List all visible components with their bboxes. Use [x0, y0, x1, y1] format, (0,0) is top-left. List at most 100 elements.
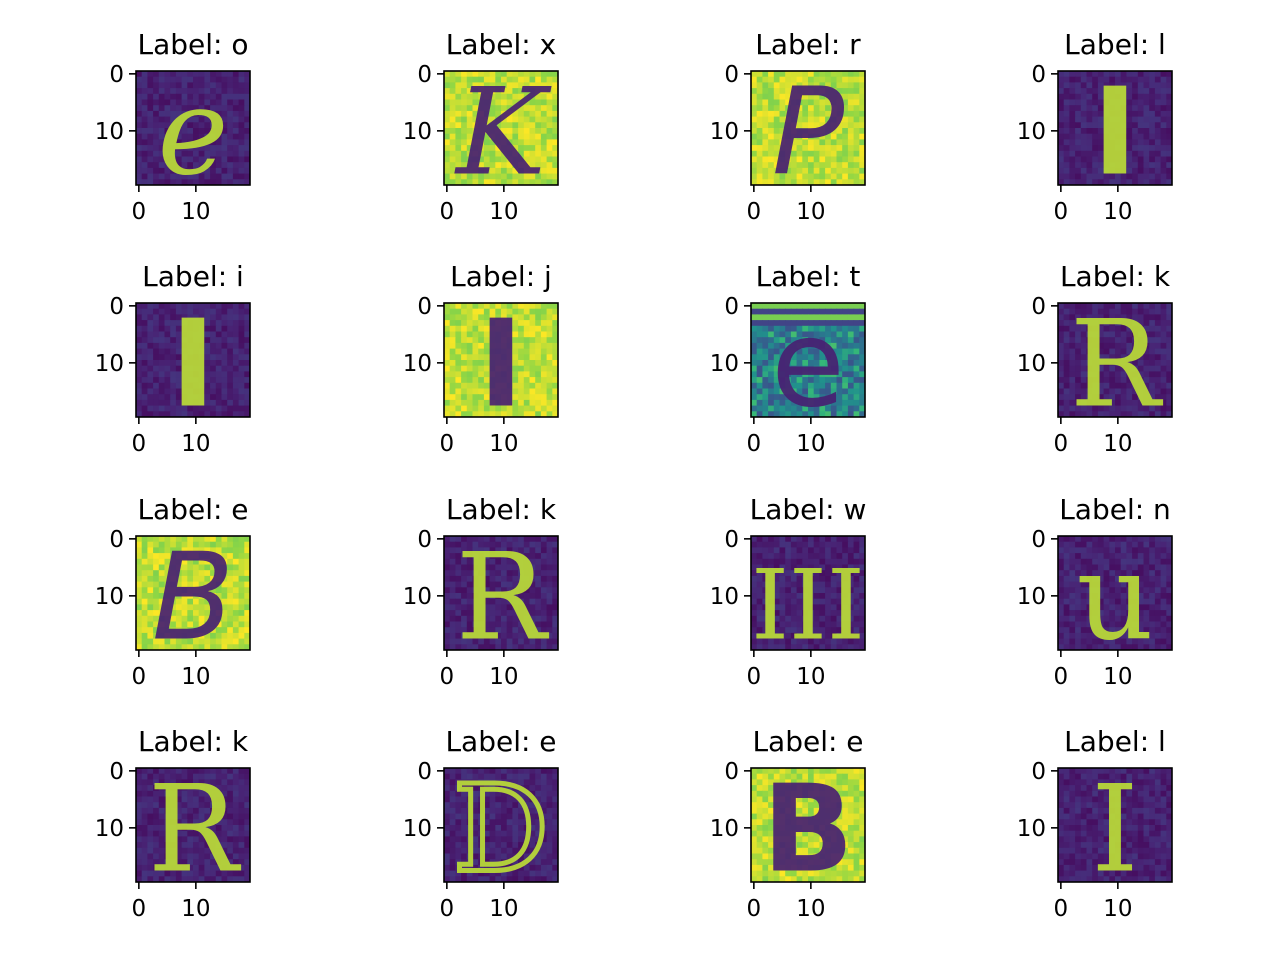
- pixel: [1109, 610, 1116, 617]
- pixel: [756, 644, 763, 650]
- pixel: [449, 82, 456, 89]
- pixel: [535, 122, 542, 129]
- pixel: [847, 337, 855, 344]
- pixel: [518, 93, 525, 101]
- pixel: [506, 382, 513, 390]
- pixel: [1069, 621, 1076, 628]
- pixel: [523, 167, 531, 175]
- pixel: [859, 308, 865, 315]
- pixel: [1115, 564, 1122, 571]
- pixel: [158, 150, 166, 158]
- subplot-title: Label: l: [1064, 28, 1166, 61]
- pixel: [232, 325, 240, 333]
- pixel: [1103, 388, 1110, 395]
- pixel: [187, 360, 194, 367]
- pixel: [495, 139, 502, 146]
- pixel: [540, 76, 548, 83]
- pixel: [1126, 71, 1133, 78]
- pixel: [147, 632, 154, 640]
- pixel: [495, 325, 502, 333]
- pixel: [147, 382, 154, 390]
- pixel: [1092, 644, 1099, 650]
- pixel: [1154, 179, 1162, 185]
- pixel: [210, 399, 217, 407]
- pixel: [444, 348, 451, 355]
- pixel: [175, 167, 183, 175]
- pixel: [136, 93, 143, 101]
- pixel: [1092, 411, 1099, 417]
- pixel: [466, 156, 474, 163]
- pixel: [779, 308, 786, 315]
- pixel: [523, 308, 531, 315]
- pixel: [847, 320, 855, 327]
- pixel: [506, 371, 513, 378]
- pixel: [175, 382, 183, 390]
- pixel: [1063, 110, 1070, 118]
- pixel: [501, 382, 508, 390]
- pixel: [1132, 82, 1139, 89]
- pixel: [773, 99, 781, 106]
- pixel: [495, 575, 502, 583]
- pixel: [227, 570, 234, 577]
- axes-frame: [135, 535, 251, 651]
- pixel: [232, 133, 240, 140]
- pixel: [1109, 348, 1116, 355]
- pixel: [552, 581, 558, 588]
- pixel: [170, 348, 177, 355]
- pixel: [193, 536, 200, 543]
- pixel: [785, 604, 792, 611]
- pixel: [751, 581, 758, 588]
- y-tick-label: 10: [1017, 351, 1046, 377]
- pixel: [136, 122, 143, 129]
- pixel: [779, 570, 786, 577]
- pixel: [523, 547, 531, 554]
- pixel: [1097, 116, 1105, 123]
- pixel: [232, 405, 240, 412]
- pixel: [1115, 593, 1122, 600]
- pixel: [478, 541, 485, 548]
- pixel: [227, 354, 234, 361]
- pixel: [552, 644, 558, 650]
- pixel: [546, 399, 553, 407]
- pixel: [540, 110, 548, 118]
- pixel: [147, 139, 154, 146]
- pixel: [141, 128, 148, 135]
- pixel: [853, 128, 860, 135]
- pixel: [1120, 139, 1127, 146]
- pixel: [227, 122, 234, 129]
- pixel: [472, 382, 479, 390]
- pixel: [244, 644, 250, 650]
- pixel: [158, 411, 166, 417]
- pixel: [529, 320, 536, 327]
- pixel: [1115, 71, 1122, 78]
- pixel: [785, 325, 792, 333]
- pixel: [158, 627, 166, 634]
- pixel: [232, 768, 240, 775]
- pixel: [1143, 308, 1150, 315]
- pixel: [472, 593, 479, 600]
- pixel: [472, 536, 479, 543]
- pixel: [478, 88, 485, 95]
- pixel: [495, 644, 502, 650]
- pixel: [1154, 365, 1162, 372]
- pixel: [842, 342, 849, 350]
- pixel: [1063, 320, 1070, 327]
- pixel: [540, 593, 548, 600]
- pixel: [461, 621, 468, 628]
- pixel: [221, 354, 228, 361]
- pixel: [1166, 405, 1172, 412]
- pixel: [546, 388, 553, 395]
- pixel: [506, 71, 513, 78]
- pixel: [449, 116, 456, 123]
- pixel: [1154, 371, 1162, 378]
- pixel: [847, 99, 855, 106]
- pixel: [175, 150, 183, 158]
- pixel: [796, 150, 803, 158]
- pixel: [210, 122, 217, 129]
- pixel: [552, 371, 558, 378]
- pixel: [813, 365, 820, 372]
- pixel: [244, 179, 250, 185]
- pixel: [141, 371, 148, 378]
- pixel: [141, 621, 148, 628]
- pixel: [819, 598, 826, 605]
